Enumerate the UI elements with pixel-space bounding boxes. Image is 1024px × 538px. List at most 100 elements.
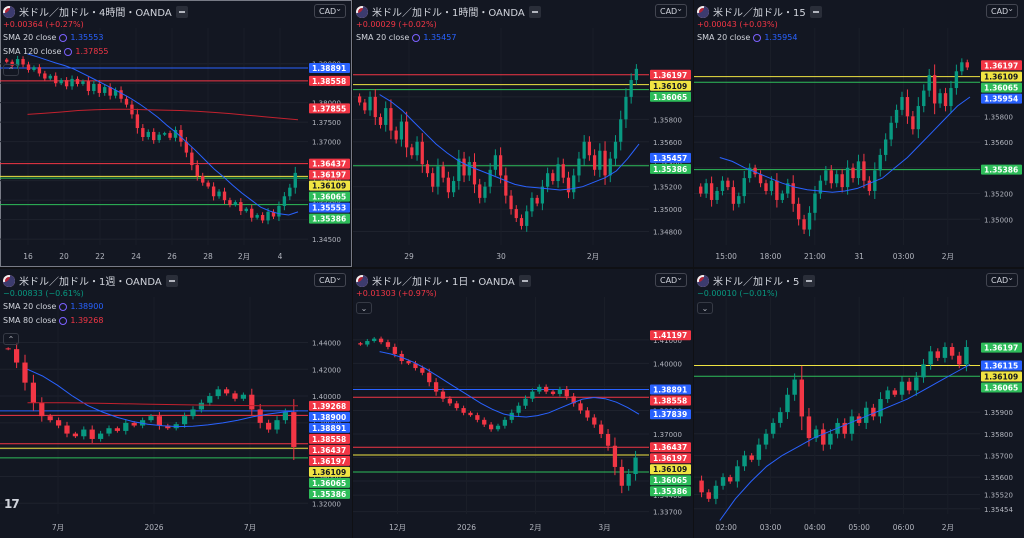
price-label-badge xyxy=(650,330,691,341)
price-label-badge xyxy=(309,411,350,422)
minus-icon[interactable] xyxy=(175,5,188,18)
time-tick-label: 31 xyxy=(854,252,864,261)
currency-select[interactable]: CAD xyxy=(314,271,346,287)
candle-body xyxy=(358,343,363,345)
indicator-legend[interactable]: SMA 20 close 1.35553 xyxy=(3,33,103,42)
candle-body xyxy=(431,173,435,187)
candle-body xyxy=(821,429,826,445)
candle-body xyxy=(495,425,501,430)
price-change: +0.01303 (+0.97%) xyxy=(356,289,437,298)
candle-body xyxy=(829,170,833,184)
candle-body xyxy=(446,177,451,193)
price-label-text: 1.38558 xyxy=(653,396,687,405)
collapse-legend-button[interactable]: ⌄ xyxy=(356,302,372,314)
time-tick-label: 2026 xyxy=(457,523,476,532)
price-label-badge xyxy=(650,442,691,453)
candle-body xyxy=(726,180,730,188)
candle-body xyxy=(124,98,129,105)
indicator-legend[interactable]: SMA 20 close 1.35457 xyxy=(356,33,456,42)
chart-header: 米ドル／加ドル・1週・OANDA xyxy=(3,273,178,288)
price-label-badge xyxy=(309,488,350,499)
candle-body xyxy=(571,396,576,404)
time-tick-label: 2月 xyxy=(942,523,954,532)
settings-icon[interactable] xyxy=(59,302,68,311)
candle-body xyxy=(223,389,230,394)
candle-body xyxy=(727,477,733,482)
chart-panel-p2[interactable]: 1.360001.358001.356001.354001.352001.350… xyxy=(353,0,693,267)
indicator-legend[interactable]: SMA 20 close 1.38900 xyxy=(3,302,103,311)
minus-icon[interactable] xyxy=(803,274,816,287)
indicator-legend[interactable]: SMA 120 close 1.37855 xyxy=(3,47,109,56)
candle-body xyxy=(753,167,757,175)
candle-body xyxy=(954,71,959,89)
currency-select[interactable]: CAD xyxy=(655,271,687,287)
indicator-legend[interactable]: SMA 80 close 1.39268 xyxy=(3,316,103,325)
chart-panel-p4[interactable]: 1.440001.420001.400001.380001.360001.340… xyxy=(0,269,352,538)
price-label-badge xyxy=(309,477,350,488)
minus-icon[interactable] xyxy=(809,5,822,18)
settings-icon[interactable] xyxy=(412,33,421,42)
currency-select[interactable]: CAD xyxy=(655,2,687,18)
chart-panel-p6[interactable]: 1.35900 1.35800 1.35700 1.35600 1.35520 1.354… xyxy=(694,269,1024,538)
minus-icon[interactable] xyxy=(165,274,178,287)
price-label-text: 1.35386 xyxy=(653,487,687,496)
collapse-legend-button[interactable]: ⌃ xyxy=(3,333,19,345)
price-label-text: 1.36197 xyxy=(312,457,346,466)
price-tick-label: 1.35200 xyxy=(653,184,682,192)
candle-body xyxy=(392,346,397,354)
chart-panel-p3[interactable]: 1.358001.356001.354001.352001.3500015:00… xyxy=(694,0,1024,267)
candle-body xyxy=(123,422,129,431)
price-label-badge xyxy=(309,213,350,224)
candle-body xyxy=(845,167,850,188)
price-label-text: 1.38891 xyxy=(312,64,346,73)
candle-body xyxy=(885,390,890,400)
candle-body xyxy=(26,64,31,70)
settings-icon[interactable] xyxy=(59,316,68,325)
settings-icon[interactable] xyxy=(59,33,68,42)
candle-body xyxy=(215,389,221,397)
candle-body xyxy=(914,377,919,391)
candle-body xyxy=(862,161,866,181)
settings-icon[interactable] xyxy=(64,47,73,56)
candle-body xyxy=(756,444,762,460)
chart-panel-p5[interactable]: 1.410001.400001.390001.380001.370001.360… xyxy=(353,269,693,538)
collapse-legend-button[interactable]: ⌄ xyxy=(697,302,713,314)
price-label-badge xyxy=(309,466,350,477)
candle-body xyxy=(530,391,535,399)
collapse-legend-button[interactable]: ⌃ xyxy=(3,64,19,76)
candle-body xyxy=(190,152,194,166)
candle-body xyxy=(556,164,560,182)
time-tick-label: 12月 xyxy=(389,523,406,532)
candle-body xyxy=(81,429,87,437)
price-label-text: 1.36437 xyxy=(312,160,346,169)
minus-icon[interactable] xyxy=(518,274,531,287)
price-label-text: 1.36115 xyxy=(984,361,1018,370)
currency-select[interactable]: CAD xyxy=(314,2,346,18)
time-tick-label: 21:00 xyxy=(804,252,826,261)
price-label-text: 1.36197 xyxy=(653,71,687,80)
currency-select[interactable]: CAD xyxy=(986,2,1018,18)
price-tick-label: 1.35800 xyxy=(984,431,1013,439)
candle-body xyxy=(113,90,118,96)
candle-body xyxy=(863,407,869,423)
chart-svg: 1.360001.358001.356001.354001.352001.350… xyxy=(353,28,691,261)
chart-title: 米ドル／加ドル・5 xyxy=(713,277,800,288)
price-label-text: 1.35386 xyxy=(312,215,346,224)
indicator-label: SMA 20 close xyxy=(3,33,57,42)
candle-body xyxy=(179,129,183,142)
candle-body xyxy=(949,88,953,107)
time-tick-label: 02:00 xyxy=(715,523,737,532)
price-label-badge xyxy=(309,191,350,202)
candle-body xyxy=(709,183,714,200)
indicator-label: SMA 20 close xyxy=(3,302,57,311)
settings-icon[interactable] xyxy=(753,33,762,42)
candle-body xyxy=(482,419,487,425)
indicator-legend[interactable]: SMA 20 close 1.35954 xyxy=(697,33,797,42)
minus-icon[interactable] xyxy=(528,5,541,18)
candle-body xyxy=(32,67,36,70)
candle-body xyxy=(878,399,883,417)
price-label-text: 1.36437 xyxy=(653,443,687,452)
chart-panel-p1[interactable]: 1.390001.385001.380001.375001.370001.365… xyxy=(0,0,352,267)
currency-select[interactable]: CAD xyxy=(986,271,1018,287)
candle-body xyxy=(433,382,439,392)
